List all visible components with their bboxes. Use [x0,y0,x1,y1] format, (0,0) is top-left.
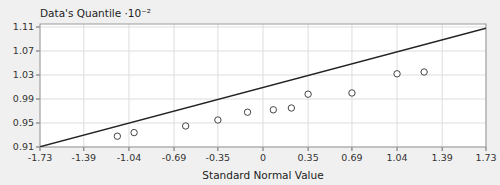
y-tick-label: 1.07 [13,45,34,56]
background [0,0,500,185]
y-axis-label: Data's Quantile ·10⁻² [40,7,151,19]
x-grid-line [83,24,84,147]
point [349,90,355,96]
y-tick [36,123,40,124]
point [215,117,221,123]
x-tick [174,147,175,151]
x-tick-label: -0.69 [162,152,187,163]
x-grid-line [397,24,398,147]
x-grid-line [308,24,309,147]
x-tick [442,147,443,151]
y-grid-line [40,99,486,100]
x-tick [83,147,84,151]
x-tick-label: 1.39 [432,152,453,163]
x-tick [308,147,309,151]
x-axis-label: Standard Normal Value [202,169,323,181]
x-grid-line [442,24,443,147]
point [305,91,311,97]
x-tick [486,147,487,151]
x-grid-line [351,24,352,147]
point [394,71,400,77]
reference-line [40,28,486,147]
point [114,133,120,139]
plot-area [40,24,486,147]
y-grid-line [40,123,486,124]
plot-frame [40,24,486,147]
point [421,69,427,75]
y-tick-label: 0.95 [13,117,34,128]
grid [40,24,486,147]
y-tick [36,27,40,28]
point [182,123,188,129]
x-tick [128,147,129,151]
point [131,129,137,135]
y-tick [36,99,40,100]
x-tick [263,147,264,151]
ticks: -1.73 -1.39 -1.04 -0.69 -0.35 0 0.35 0.69 1.04 1.… [13,21,497,163]
data [40,28,486,147]
x-tick-label: 0.69 [341,152,362,163]
y-tick-label: 0.91 [13,141,34,152]
x-tick [351,147,352,151]
y-tick-label: 0.99 [13,93,34,104]
y-tick-label: 1.03 [13,69,34,80]
point [288,105,294,111]
x-tick [217,147,218,151]
x-tick [397,147,398,151]
y-tick [36,75,40,76]
x-tick-label: -1.04 [117,152,142,163]
y-grid-line [40,75,486,76]
x-grid-line [174,24,175,147]
chart: -1.73 -1.39 -1.04 -0.69 -0.35 0 0.35 0.69 1.04 1.… [0,0,500,185]
y-tick [36,51,40,52]
y-grid-line [40,27,486,28]
x-tick-label: -1.39 [72,152,97,163]
x-tick-label: -1.73 [28,152,53,163]
x-tick [40,147,41,151]
x-tick-label: 0 [260,152,266,163]
y-tick-label: 1.11 [13,21,34,32]
y-tick [36,147,40,148]
x-tick-label: 1.04 [386,152,407,163]
y-grid-line [40,51,486,52]
x-tick-label: 0.35 [298,152,319,163]
x-grid-line [217,24,218,147]
x-tick-label: 1.73 [475,152,496,163]
x-grid-line [263,24,264,147]
point [244,109,250,115]
point [270,107,276,113]
x-tick-label: -0.35 [206,152,231,163]
x-grid-line [128,24,129,147]
